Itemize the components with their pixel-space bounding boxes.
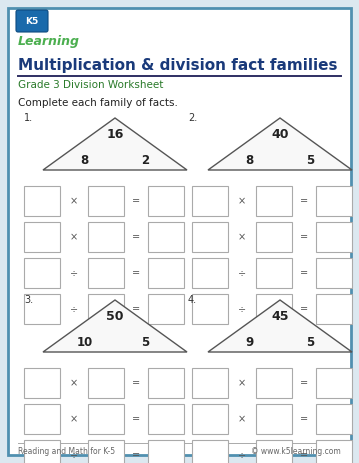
Text: 1.: 1. [24,113,33,123]
FancyBboxPatch shape [256,294,292,324]
Text: 4.: 4. [188,295,197,305]
FancyBboxPatch shape [148,404,184,434]
FancyBboxPatch shape [8,8,351,455]
Text: =: = [300,450,308,460]
FancyBboxPatch shape [88,258,124,288]
FancyBboxPatch shape [16,10,48,32]
Text: =: = [132,232,140,242]
FancyBboxPatch shape [148,294,184,324]
Text: ×: × [238,232,246,242]
Text: =: = [132,378,140,388]
FancyBboxPatch shape [192,222,228,252]
Text: 8: 8 [246,154,254,167]
Text: 45: 45 [271,311,289,324]
Text: 9: 9 [246,336,254,349]
Text: 5: 5 [306,154,314,167]
FancyBboxPatch shape [316,222,352,252]
FancyBboxPatch shape [192,186,228,216]
Text: Reading and Math for K-5: Reading and Math for K-5 [18,447,115,456]
FancyBboxPatch shape [24,222,60,252]
Text: 2.: 2. [188,113,197,123]
Text: 40: 40 [271,129,289,142]
FancyBboxPatch shape [88,294,124,324]
Text: 5: 5 [141,336,149,349]
Text: ×: × [238,378,246,388]
FancyBboxPatch shape [88,368,124,398]
FancyBboxPatch shape [256,186,292,216]
FancyBboxPatch shape [88,440,124,463]
FancyBboxPatch shape [24,404,60,434]
FancyBboxPatch shape [148,186,184,216]
Text: =: = [132,268,140,278]
Text: ÷: ÷ [238,450,246,460]
FancyBboxPatch shape [316,440,352,463]
Text: =: = [132,414,140,424]
FancyBboxPatch shape [192,368,228,398]
Text: ×: × [70,378,78,388]
Text: ÷: ÷ [70,268,78,278]
Text: 16: 16 [106,129,124,142]
FancyBboxPatch shape [148,440,184,463]
Text: K5: K5 [25,17,39,25]
FancyBboxPatch shape [192,404,228,434]
FancyBboxPatch shape [316,258,352,288]
FancyBboxPatch shape [148,258,184,288]
Text: ÷: ÷ [70,304,78,314]
Polygon shape [208,300,352,352]
FancyBboxPatch shape [192,294,228,324]
FancyBboxPatch shape [316,186,352,216]
Text: 10: 10 [76,336,93,349]
FancyBboxPatch shape [192,440,228,463]
FancyBboxPatch shape [316,294,352,324]
Polygon shape [43,118,187,170]
Text: 2: 2 [141,154,149,167]
Text: =: = [300,232,308,242]
Text: =: = [300,268,308,278]
Text: 3.: 3. [24,295,33,305]
FancyBboxPatch shape [256,440,292,463]
FancyBboxPatch shape [88,222,124,252]
Text: =: = [132,196,140,206]
Text: ÷: ÷ [70,450,78,460]
FancyBboxPatch shape [192,258,228,288]
Text: =: = [300,378,308,388]
Text: 8: 8 [81,154,89,167]
Text: =: = [300,196,308,206]
FancyBboxPatch shape [24,440,60,463]
Text: © www.k5learning.com: © www.k5learning.com [251,447,341,456]
FancyBboxPatch shape [88,404,124,434]
Text: ×: × [70,232,78,242]
Text: ×: × [238,196,246,206]
Text: Complete each family of facts.: Complete each family of facts. [18,98,178,108]
FancyBboxPatch shape [24,258,60,288]
Text: 50: 50 [106,311,124,324]
FancyBboxPatch shape [256,404,292,434]
Text: 5: 5 [306,336,314,349]
FancyBboxPatch shape [24,186,60,216]
Text: Grade 3 Division Worksheet: Grade 3 Division Worksheet [18,80,163,90]
Polygon shape [208,118,352,170]
FancyBboxPatch shape [24,368,60,398]
Text: =: = [132,450,140,460]
Text: ÷: ÷ [238,304,246,314]
Polygon shape [43,300,187,352]
Text: =: = [300,414,308,424]
FancyBboxPatch shape [24,294,60,324]
FancyBboxPatch shape [256,368,292,398]
Text: ×: × [70,196,78,206]
Text: =: = [132,304,140,314]
FancyBboxPatch shape [316,368,352,398]
Text: =: = [300,304,308,314]
Text: Learning: Learning [18,35,80,48]
Text: ÷: ÷ [238,268,246,278]
FancyBboxPatch shape [148,222,184,252]
FancyBboxPatch shape [256,222,292,252]
Text: ×: × [238,414,246,424]
FancyBboxPatch shape [316,404,352,434]
Text: ×: × [70,414,78,424]
FancyBboxPatch shape [88,186,124,216]
FancyBboxPatch shape [148,368,184,398]
FancyBboxPatch shape [256,258,292,288]
Text: Multiplication & division fact families: Multiplication & division fact families [18,58,337,73]
